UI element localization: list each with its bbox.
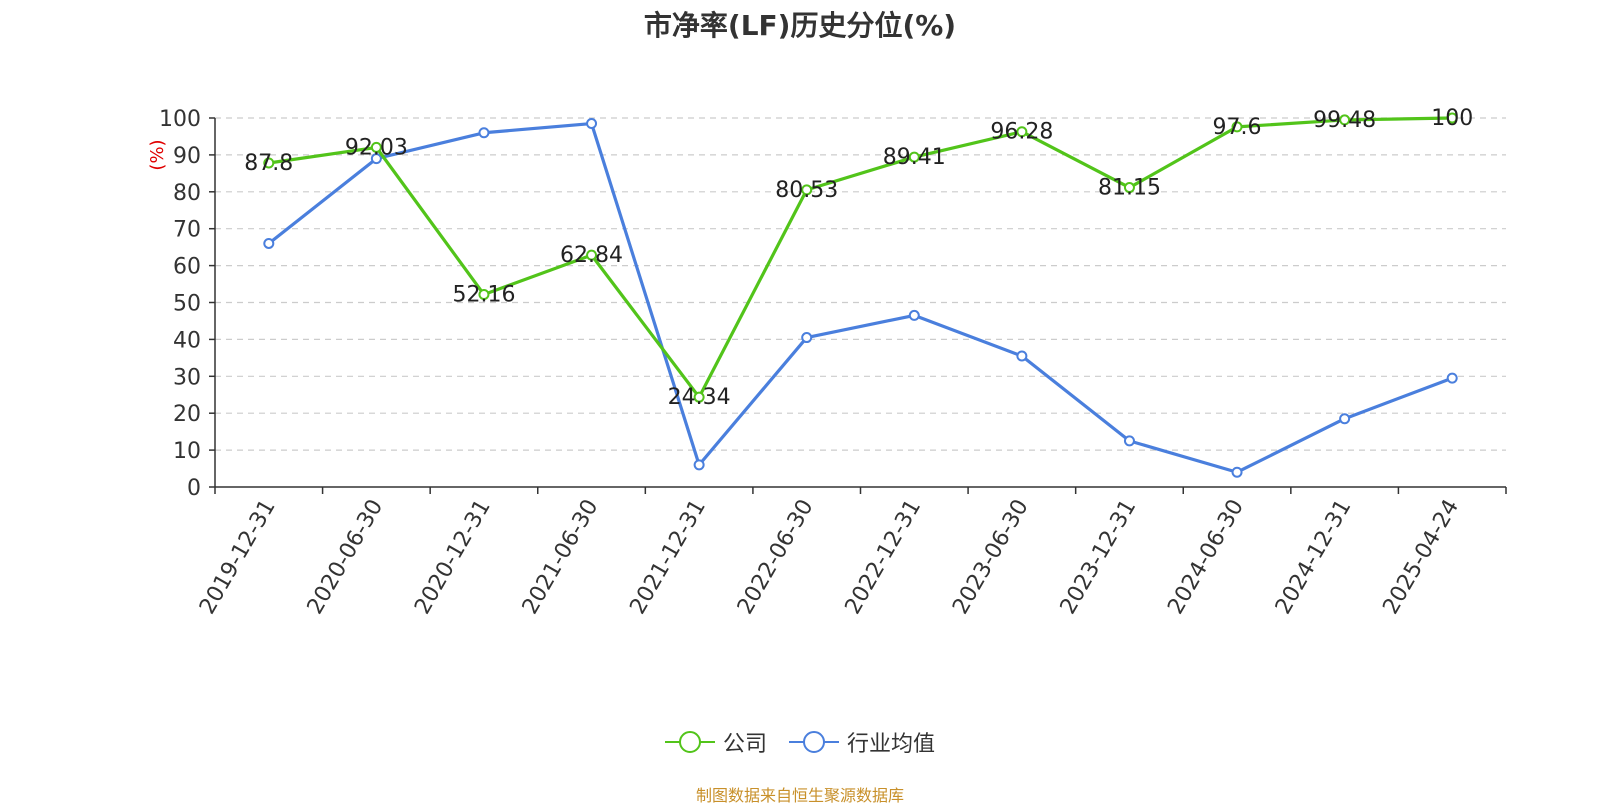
- data-point: [693, 459, 705, 471]
- data-point: [801, 332, 813, 344]
- data-point: [1446, 372, 1458, 384]
- data-point: [1231, 121, 1243, 133]
- data-point: [586, 118, 598, 130]
- data-point: [908, 309, 920, 321]
- data-point: [263, 157, 275, 169]
- y-axis-label: (%): [147, 139, 168, 170]
- y-tick-label: 10: [173, 439, 201, 464]
- y-tick-label: 70: [173, 218, 201, 243]
- data-label: 96.28: [990, 120, 1053, 145]
- data-point: [801, 184, 813, 196]
- series-line: [267, 121, 1453, 474]
- legend: 公司 行业均值: [0, 724, 1600, 760]
- data-label: 24.34: [668, 385, 731, 410]
- y-tick-label: 90: [173, 144, 201, 169]
- data-labels: 87.8 92.03 52.16 62.84 24.34 80.53 89.41 96.28 8…: [244, 106, 1473, 410]
- x-tick-label: 2021-06-30: [518, 495, 604, 618]
- x-tick-label: 2022-06-30: [733, 495, 819, 618]
- series-lines: [263, 112, 1458, 478]
- x-tick-label: 2023-06-30: [948, 495, 1034, 618]
- data-label: 52.16: [452, 283, 515, 308]
- legend-label-industry-average: 行业均值: [847, 732, 936, 757]
- x-tick-label: 2022-12-31: [841, 495, 927, 618]
- x-tick-label: 2021-12-31: [625, 495, 711, 618]
- legend-item-company[interactable]: 公司: [664, 726, 767, 758]
- data-point: [908, 151, 920, 163]
- legend-item-industry-average[interactable]: 行业均值: [789, 726, 935, 758]
- data-point: [1231, 466, 1243, 478]
- x-tick-label: 2019-12-31: [195, 495, 281, 618]
- x-tick-label: 2023-12-31: [1056, 495, 1142, 618]
- data-point: [478, 127, 490, 139]
- data-point: [370, 141, 382, 153]
- data-label: 99.48: [1313, 108, 1376, 133]
- data-point: [1446, 112, 1458, 124]
- grid-lines: [215, 117, 1506, 451]
- data-point: [586, 249, 598, 261]
- data-point: [1339, 114, 1351, 126]
- data-point: [370, 153, 382, 165]
- data-label: 81.15: [1098, 176, 1161, 201]
- legend-line-marker-icon: [664, 731, 715, 753]
- data-point: [478, 289, 490, 301]
- data-label: 97.6: [1213, 115, 1262, 140]
- x-tick-label: 2020-06-30: [303, 495, 389, 618]
- y-tick-label: 80: [173, 181, 201, 206]
- y-tick-label: 50: [173, 292, 201, 317]
- y-tick-label: 20: [173, 402, 201, 427]
- data-point: [1339, 413, 1351, 425]
- chart-title: 市净率(LF)历史分位(%): [643, 9, 957, 42]
- data-point: [1123, 182, 1135, 194]
- data-point: [1016, 350, 1028, 362]
- x-tick-label: 2024-12-31: [1271, 495, 1357, 618]
- y-tick-label: 30: [173, 365, 201, 390]
- data-label: 80.53: [775, 178, 838, 203]
- data-point: [693, 391, 705, 403]
- y-tick-label: 40: [173, 328, 201, 353]
- data-label: 92.03: [345, 135, 408, 160]
- y-tick-label: 60: [173, 255, 201, 280]
- x-tick-label: 2020-12-31: [410, 495, 496, 618]
- x-tick-label: 2024-06-30: [1163, 495, 1249, 618]
- source-note: 制图数据来自恒生聚源数据库: [695, 786, 904, 805]
- data-label: 87.8: [244, 151, 293, 176]
- data-label: 89.41: [883, 145, 946, 170]
- data-point: [1016, 126, 1028, 138]
- legend-line-marker-icon: [789, 731, 839, 753]
- y-tick-label: 0: [187, 476, 201, 501]
- series-line: [268, 116, 1453, 399]
- data-point: [263, 237, 275, 249]
- data-label: 62.84: [560, 243, 623, 268]
- data-point: [1123, 435, 1135, 447]
- legend-label-company: 公司: [722, 732, 767, 757]
- x-tick-label: 2025-04-24: [1378, 495, 1464, 618]
- data-label: 100: [1431, 106, 1473, 131]
- y-tick-label: 100: [159, 107, 201, 132]
